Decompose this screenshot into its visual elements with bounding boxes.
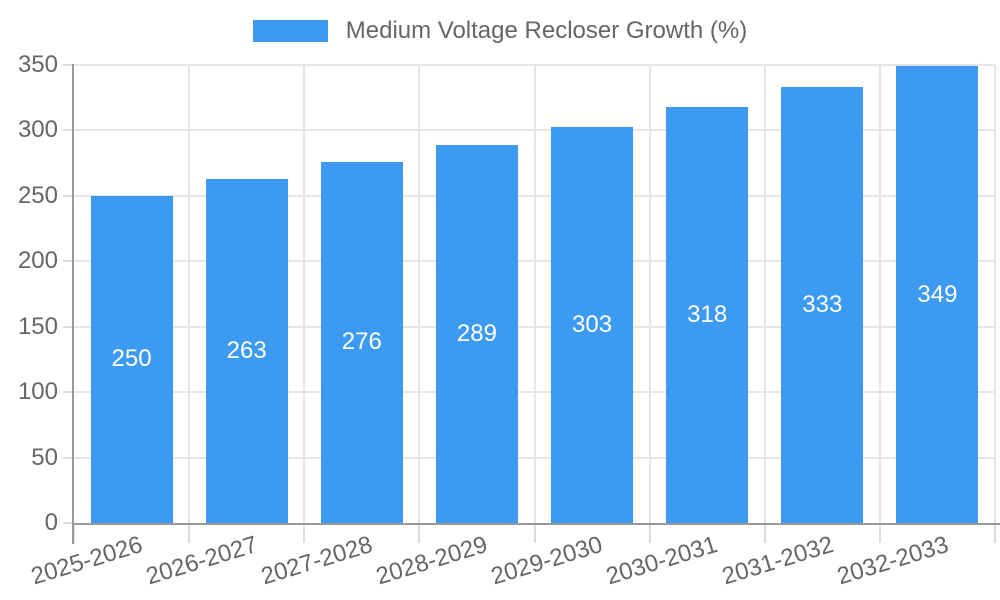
bar [551,126,634,523]
bar [666,106,749,523]
y-tick-label: 250 [17,181,58,209]
bar-value-label: 349 [917,280,958,308]
y-tick-label: 0 [44,509,58,536]
x-tick-label-text: 2029-2030 [488,531,606,591]
y-tick-label: 50 [31,443,58,471]
bar [90,195,173,523]
bar-value-label: 333 [802,291,843,319]
legend-swatch [252,20,328,42]
grid-line-x [648,65,651,523]
bar-value-label: 263 [226,336,267,364]
x-tick-mark [303,523,306,543]
x-tick-label-text: 2025-2026 [27,531,146,591]
x-tick-mark [648,523,651,543]
y-tick-mark [63,260,74,263]
grid-line-x [303,65,306,523]
y-tick-label: 300 [17,116,58,144]
x-tick-mark [878,523,881,543]
x-tick-mark [994,523,996,543]
grid-line-x [994,65,996,523]
x-tick-label-text: 2030-2031 [603,531,722,591]
y-tick-mark [63,456,74,459]
grid-line-x [188,65,191,523]
y-tick-label: 350 [17,51,58,78]
grid-line-x [533,65,536,523]
y-tick-label: 100 [17,378,58,406]
bar-value-label: 289 [456,319,497,347]
x-tick-mark [763,523,766,543]
x-tick-mark [73,523,75,543]
y-tick-mark [63,194,74,197]
x-tick-mark [418,523,421,543]
legend-label: Medium Voltage Recloser Growth (%) [345,17,748,44]
x-tick-mark [188,523,191,543]
bar-value-label: 318 [687,300,728,328]
legend: Medium Voltage Recloser Growth (%) [0,18,1000,44]
bar [205,178,288,523]
bar-value-label: 276 [341,328,382,356]
bar [435,144,518,523]
grid-line-x [418,65,421,523]
x-tick-label-text: 2026-2027 [142,531,261,591]
grid-line-x [878,65,881,523]
grid-line-x [763,65,766,523]
y-tick-label: 150 [17,312,58,340]
y-axis [72,64,74,544]
bar [320,161,403,523]
x-tick-mark [533,523,536,543]
x-tick-label-text: 2028-2029 [373,531,491,591]
bar-value-label: 250 [111,345,152,373]
bar [781,87,864,523]
x-tick-label-text: 2027-2028 [258,531,376,591]
y-tick-label: 200 [17,247,58,275]
y-tick-mark [63,391,74,394]
bar-value-label: 303 [572,310,613,338]
x-tick-label-text: 2031-2032 [718,531,837,591]
x-tick-label-text: 2032-2033 [833,531,952,591]
y-tick-mark [63,64,74,66]
x-axis [72,523,1000,525]
y-tick-mark [63,522,74,524]
y-tick-mark [63,325,74,328]
y-tick-mark [63,129,74,132]
bar [896,66,979,523]
